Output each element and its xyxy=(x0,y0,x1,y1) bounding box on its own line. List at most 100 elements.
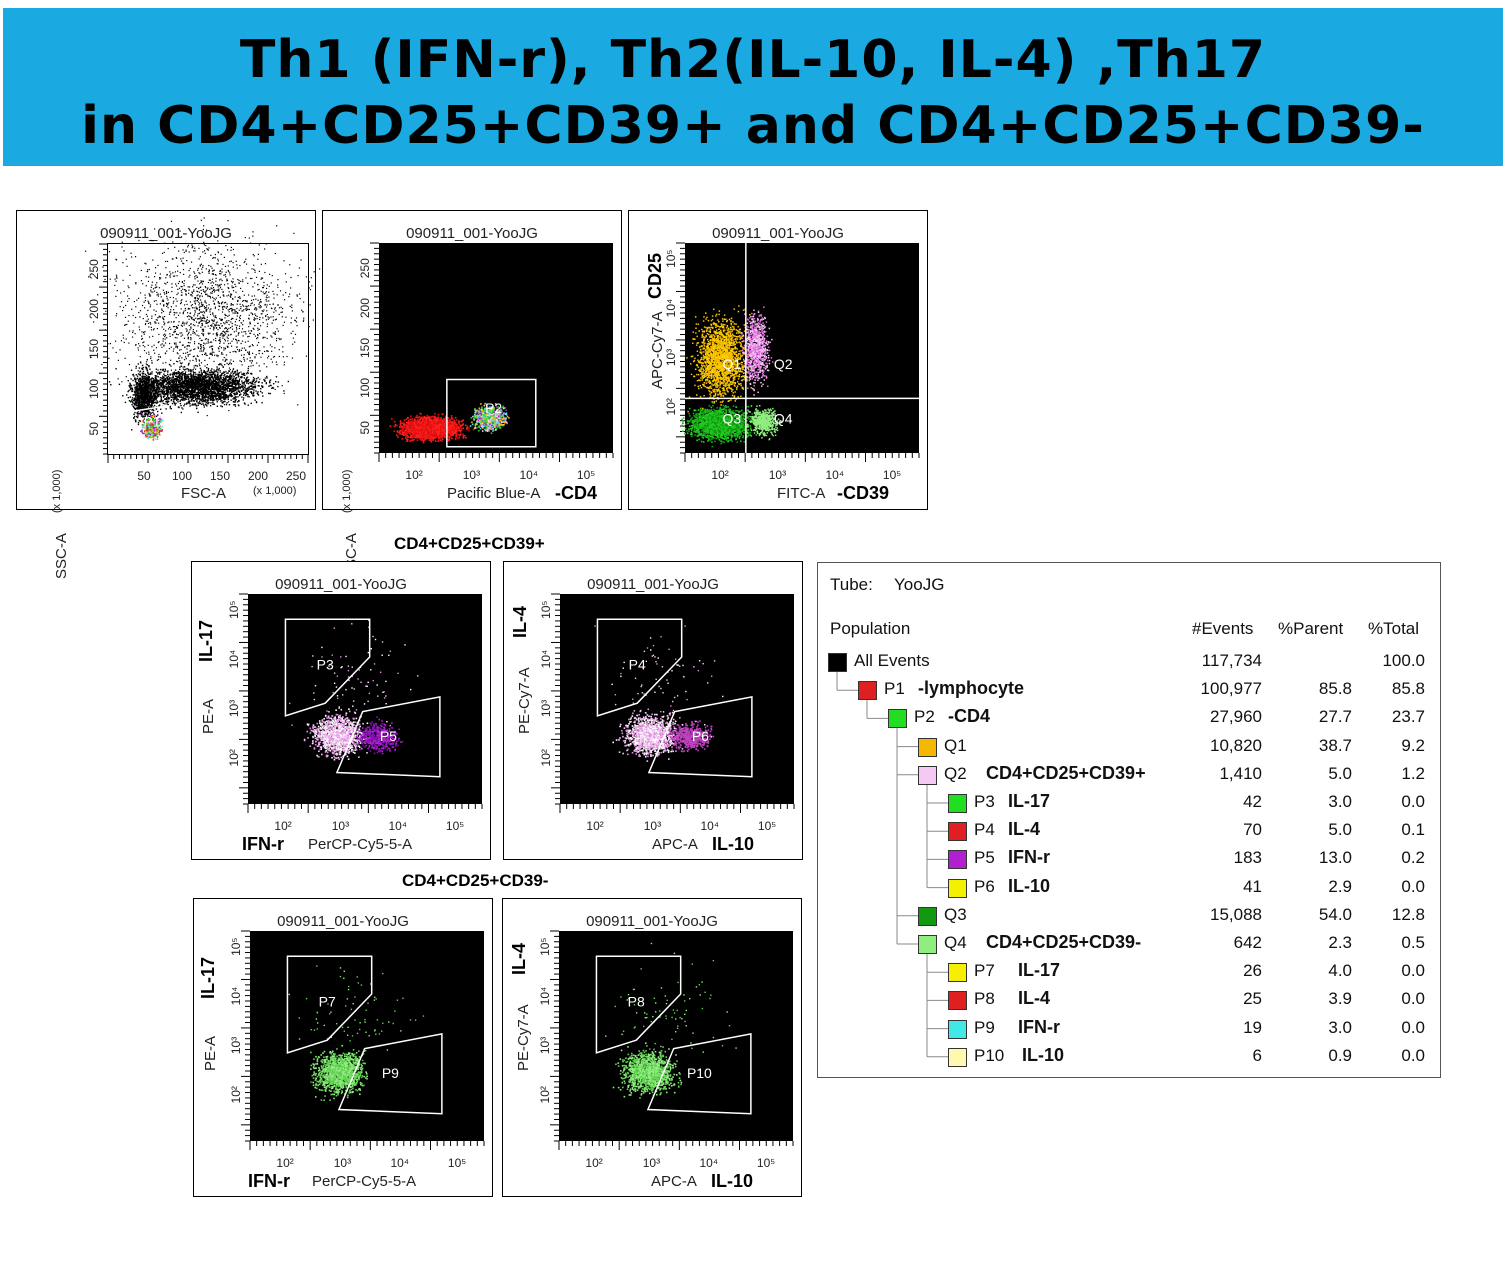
y-axis-label: SSC-A xyxy=(53,533,70,579)
gate-label: P6 xyxy=(692,728,709,744)
plot-area: 10² 10³ 10⁴ 10⁵ 50 100 150 200 250 P2 xyxy=(358,242,614,482)
y-tick-label: 10² xyxy=(227,749,241,766)
cell-total: 0.0 xyxy=(1401,1046,1425,1066)
table-row: P9 IFN-r 19 3.0 0.0 xyxy=(818,1016,1440,1042)
title-line-1: Th1 (IFN-r), Th2(IL-10, IL-4) ,Th17 xyxy=(3,30,1503,90)
gate-p5-b xyxy=(647,695,753,778)
cell-events: 15,088 xyxy=(1210,905,1262,925)
plot-area: 10² 10³ 10⁴ 10⁵ 10² 10³ 10⁴ 10⁵ P7 P9 xyxy=(229,930,485,1170)
gate-label: Q4 xyxy=(774,411,793,427)
x-tick-label: 200 xyxy=(248,469,268,483)
y-axis-scale: (x 1,000) xyxy=(341,470,353,513)
cell-events: 25 xyxy=(1243,989,1262,1009)
population-color-swatch xyxy=(858,681,877,701)
plot-panel-cd39-cd25: 090911_001-YooJG 10² 10³ 10⁴ 10⁵ 10² 10³ 10⁴ 10… xyxy=(628,210,928,510)
plot-title: 090911_001-YooJG xyxy=(323,225,621,242)
population-annotation: IL-4 xyxy=(1018,988,1050,1009)
x-tick-label: 10⁴ xyxy=(826,468,845,482)
cell-total: 1.2 xyxy=(1401,764,1425,784)
events-scatter xyxy=(594,625,724,762)
cell-total: 0.0 xyxy=(1401,961,1425,981)
plot-panel-il10-il4-neg: 090911_001-YooJG 10² 10³ 10⁴ 10⁵ 10² 10³ 10⁴ 10… xyxy=(502,898,802,1197)
cell-events: 1,410 xyxy=(1219,764,1262,784)
scatter-svg: 10² 10³ 10⁴ 10⁵ 10² 10³ 10⁴ 10⁵ P4 P6 xyxy=(539,593,795,833)
y-tick-label: 50 xyxy=(87,422,101,436)
axis-ticks xyxy=(370,242,614,462)
y-axis-marker: IL-4 xyxy=(510,606,531,638)
y-axis-label: PE-Cy7-A xyxy=(516,667,533,734)
table-row: P4 IL-4 70 5.0 0.1 xyxy=(818,818,1440,844)
cell-events: 10,820 xyxy=(1210,736,1262,756)
gate-p2 xyxy=(446,378,537,448)
y-tick-label: 10² xyxy=(664,398,678,415)
y-tick-label: 200 xyxy=(358,298,372,318)
x-tick-label: 10⁴ xyxy=(391,1156,410,1170)
table-row: P1 -lymphocyte 100,977 85.8 85.8 xyxy=(818,677,1440,703)
cell-parent: 4.0 xyxy=(1328,961,1352,981)
gate-label: P8 xyxy=(628,994,645,1010)
cell-events: 183 xyxy=(1234,848,1262,868)
y-tick-label: 10⁵ xyxy=(664,250,678,268)
x-tick-label: 10³ xyxy=(644,819,661,833)
y-axis-marker: IL-4 xyxy=(509,943,530,975)
x-tick-label: 10² xyxy=(586,819,603,833)
y-tick-label: 10² xyxy=(539,749,553,766)
cell-events: 41 xyxy=(1243,877,1262,897)
x-tick-label: 10⁵ xyxy=(758,819,776,833)
population-color-swatch xyxy=(948,963,967,983)
axis-ticks xyxy=(239,593,483,813)
scatter-svg: 10² 10³ 10⁴ 10⁵ 10² 10³ 10⁴ 10⁵ Q1 Q2 Q3 Q4 xyxy=(664,242,920,482)
x-tick-label: 10² xyxy=(711,468,728,482)
x-tick-label: 10⁴ xyxy=(520,468,539,482)
population-color-swatch xyxy=(918,765,937,785)
gate-p7-a xyxy=(595,955,682,1054)
scatter-svg: 10² 10³ 10⁴ 10⁵ 10² 10³ 10⁴ 10⁵ P7 P9 xyxy=(229,930,485,1170)
y-tick-label: 10⁴ xyxy=(227,650,241,669)
gate-p4-a xyxy=(284,618,371,717)
population-name: Q1 xyxy=(944,736,967,756)
cell-total: 100.0 xyxy=(1382,651,1425,671)
cell-events: 42 xyxy=(1243,792,1262,812)
population-annotation: -lymphocyte xyxy=(918,678,1024,699)
cell-total: 0.0 xyxy=(1401,989,1425,1009)
x-tick-label: 150 xyxy=(210,469,230,483)
cell-parent: 27.7 xyxy=(1319,707,1352,727)
table-row: P6 IL-10 41 2.9 0.0 xyxy=(818,875,1440,901)
y-tick-label: 150 xyxy=(358,338,372,358)
section-label-cd39-neg: CD4+CD25+CD39- xyxy=(402,871,548,891)
y-tick-label: 150 xyxy=(87,339,101,359)
x-axis-marker: IL-10 xyxy=(711,1171,753,1192)
header-population: Population xyxy=(830,619,910,639)
cell-parent: 5.0 xyxy=(1328,820,1352,840)
population-name: Q2 xyxy=(944,764,967,784)
x-axis-label: APC-A xyxy=(651,1173,697,1190)
plot-title: 090911_001-YooJG xyxy=(192,576,490,593)
population-name: Q4 xyxy=(944,933,967,953)
axis-ticks xyxy=(99,243,309,463)
x-tick-label: 10² xyxy=(276,1156,293,1170)
plot-panel-fsc-ssc: 090911_001-YooJG 50 100 150 200 250 50 100 150 2… xyxy=(16,210,348,579)
y-tick-label: 10⁴ xyxy=(229,987,243,1006)
cell-parent: 3.0 xyxy=(1328,1018,1352,1038)
cell-total: 0.0 xyxy=(1401,877,1425,897)
table-row: P7 IL-17 26 4.0 0.0 xyxy=(818,959,1440,985)
table-row: Q1 10,820 38.7 9.2 xyxy=(818,734,1440,760)
population-name: P7 xyxy=(974,961,995,981)
y-tick-label: 10⁴ xyxy=(664,299,678,318)
y-axis-scale: (x 1,000) xyxy=(51,470,63,513)
x-tick-label: 10³ xyxy=(769,468,786,482)
population-annotation: CD4+CD25+CD39- xyxy=(986,932,1141,953)
y-tick-label: 10³ xyxy=(227,700,241,717)
header-parent: %Parent xyxy=(1278,619,1343,639)
population-name: P3 xyxy=(974,792,995,812)
population-color-swatch xyxy=(918,906,937,926)
x-tick-label: 10³ xyxy=(463,468,480,482)
x-tick-label: 10⁵ xyxy=(448,1156,466,1170)
population-color-swatch xyxy=(888,709,907,729)
cell-total: 0.2 xyxy=(1401,848,1425,868)
cell-events: 26 xyxy=(1243,961,1262,981)
cell-parent: 54.0 xyxy=(1319,905,1352,925)
gate-label: P2 xyxy=(485,400,502,416)
population-annotation: IL-10 xyxy=(1008,876,1050,897)
x-tick-label: 10² xyxy=(405,468,422,482)
